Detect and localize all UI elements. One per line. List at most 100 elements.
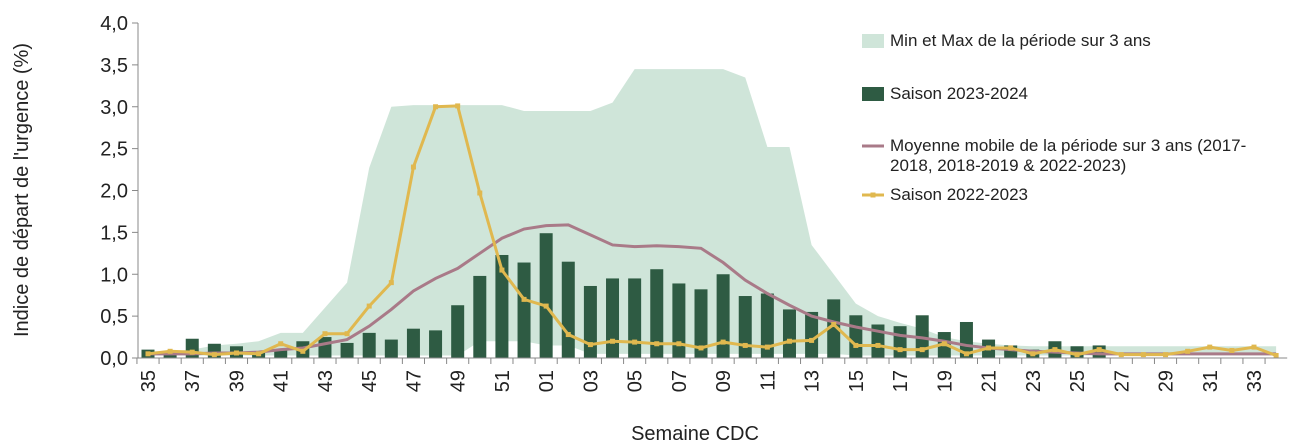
- y-axis-title: Indice de départ de l'urgence (%): [11, 43, 33, 337]
- legend-swatch: [862, 34, 884, 48]
- bar: [782, 309, 796, 358]
- legend-box: [862, 34, 884, 48]
- y-tick-label: 3,5: [100, 55, 128, 77]
- bar: [628, 278, 642, 358]
- marker: [565, 332, 571, 338]
- marker: [919, 347, 925, 353]
- bar: [473, 275, 487, 358]
- x-tick-label: 39: [226, 370, 248, 392]
- x-tick-label: 19: [934, 370, 956, 392]
- bar: [849, 315, 863, 358]
- legend-entry: Saison 2023-2024: [862, 84, 1282, 104]
- marker: [1273, 352, 1279, 358]
- x-tick-label: 15: [846, 370, 868, 392]
- x-tick-label: 01: [536, 370, 558, 392]
- x-axis-title: Semaine CDC: [631, 423, 759, 445]
- x-tick-label: 49: [448, 370, 470, 392]
- marker: [543, 303, 549, 309]
- x-tick-label: 29: [1156, 370, 1178, 392]
- legend-entry: Moyenne mobile de la période sur 3 ans (…: [862, 136, 1282, 176]
- marker: [720, 339, 726, 345]
- bar: [893, 326, 907, 358]
- x-tick-label: 41: [271, 370, 293, 392]
- y-tick-label: 1,5: [100, 222, 128, 244]
- x-tick-label: 33: [1244, 370, 1266, 392]
- y-tick-label: 0,5: [100, 306, 128, 328]
- marker: [1163, 352, 1169, 358]
- marker: [986, 345, 992, 351]
- marker: [1008, 345, 1014, 351]
- marker: [189, 349, 195, 355]
- marker: [1185, 348, 1191, 354]
- marker: [344, 331, 350, 337]
- bar: [451, 305, 465, 358]
- bar: [650, 269, 664, 358]
- bar: [429, 330, 443, 358]
- legend-box: [862, 87, 884, 101]
- marker: [278, 341, 284, 347]
- x-tick-label: 35: [138, 370, 160, 392]
- y-tick-label: 0,0: [100, 348, 128, 370]
- marker: [698, 345, 704, 351]
- x-tick-label: 07: [669, 370, 691, 392]
- marker: [1118, 352, 1124, 358]
- bar: [318, 337, 332, 358]
- marker: [941, 341, 947, 347]
- marker: [742, 342, 748, 348]
- bar: [274, 349, 288, 358]
- y-tick-label: 3,0: [100, 97, 128, 119]
- x-tick-label: 03: [580, 370, 602, 392]
- marker: [831, 322, 837, 327]
- y-tick-label: 4,0: [100, 13, 128, 35]
- y-tick-label: 1,0: [100, 264, 128, 286]
- y-tick-label: 2,0: [100, 181, 128, 203]
- x-tick-label: 23: [1023, 370, 1045, 392]
- bar: [495, 254, 509, 358]
- marker: [1074, 352, 1080, 358]
- marker: [764, 344, 770, 350]
- x-tick-label: 37: [182, 370, 204, 392]
- x-tick-label: 09: [713, 370, 735, 392]
- marker: [1052, 347, 1058, 353]
- x-tick-label: 05: [625, 370, 647, 392]
- x-tick-label: 21: [979, 370, 1001, 392]
- x-tick-label: 45: [359, 370, 381, 392]
- marker: [654, 341, 660, 347]
- marker: [300, 348, 306, 354]
- marker: [388, 280, 394, 286]
- x-tick-label: 25: [1067, 370, 1089, 392]
- bar: [606, 278, 620, 358]
- bar: [539, 233, 553, 358]
- bar: [694, 289, 708, 358]
- bar: [517, 262, 531, 358]
- x-tick-label: 31: [1200, 370, 1222, 392]
- marker: [366, 303, 372, 309]
- line: [147, 104, 1277, 357]
- legend-label: Saison 2022-2023: [890, 185, 1029, 204]
- marker: [167, 348, 173, 354]
- bar: [738, 296, 752, 358]
- bar: [384, 339, 398, 358]
- marker: [963, 351, 969, 357]
- bar: [362, 332, 376, 358]
- marker: [632, 339, 638, 345]
- bar: [827, 299, 841, 358]
- marker: [233, 350, 239, 356]
- marker: [477, 190, 483, 196]
- marker: [1251, 344, 1257, 350]
- bar: [583, 285, 597, 358]
- bar: [406, 328, 420, 358]
- bar: [805, 311, 819, 358]
- legend-marker: [870, 192, 876, 198]
- x-tick-label: 51: [492, 370, 514, 392]
- marker: [433, 104, 439, 110]
- marker: [1207, 344, 1213, 350]
- x-tick-label: 27: [1111, 370, 1133, 392]
- legend-label: Saison 2023-2024: [890, 84, 1029, 103]
- legend-entry: Min et Max de la période sur 3 ans: [862, 31, 1282, 51]
- y-tick-label: 2,5: [100, 139, 128, 161]
- x-tick-label: 13: [802, 370, 824, 392]
- marker: [610, 338, 616, 344]
- legend-swatch: [862, 87, 884, 101]
